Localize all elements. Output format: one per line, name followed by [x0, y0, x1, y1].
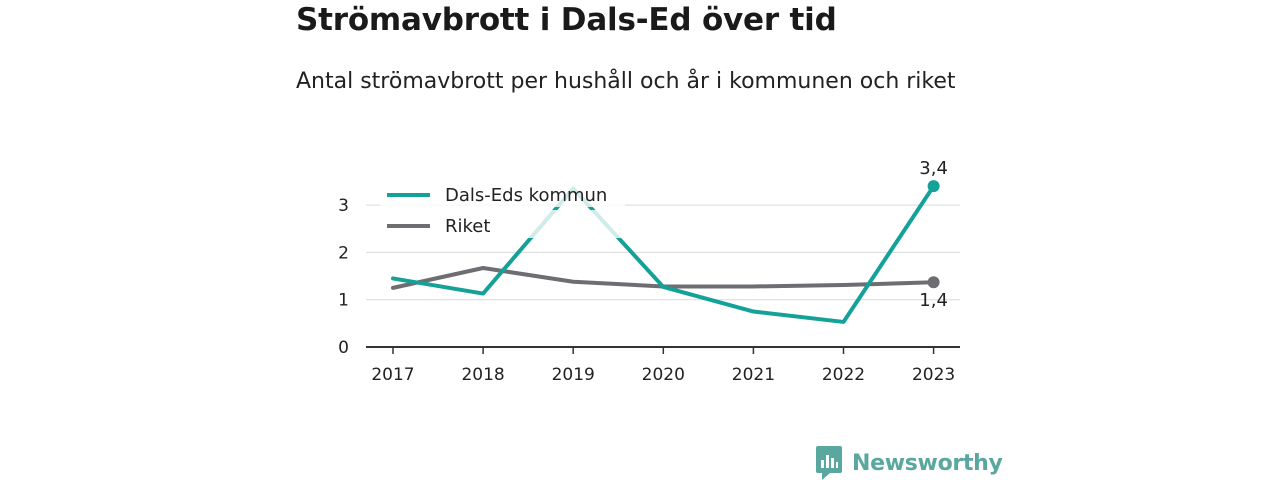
newsworthy-logo-icon — [816, 446, 842, 480]
x-tick-label: 2019 — [552, 365, 595, 385]
x-tick-label: 2018 — [461, 365, 504, 385]
x-tick-label: 2022 — [822, 365, 865, 385]
legend: Dals-Eds kommun Riket — [380, 179, 625, 238]
chart-title: Strömavbrott i Dals-Ed över tid — [296, 2, 837, 38]
legend-label: Riket — [445, 216, 490, 237]
chart-subtitle: Antal strömavbrott per hushåll och år i … — [296, 69, 956, 94]
series-end-point-dals-eds-kommun — [927, 180, 940, 193]
series-line-dals-eds-kommun — [391, 184, 936, 324]
series-lines — [391, 180, 940, 324]
series-end-point-riket — [927, 276, 940, 289]
y-tick-labels: 0 1 2 3 — [338, 196, 349, 358]
x-tick-label: 2023 — [912, 365, 955, 385]
y-tick-label: 3 — [338, 196, 349, 216]
data-labels: 3,4 1,4 — [919, 158, 948, 311]
data-label-riket: 1,4 — [919, 290, 948, 311]
x-tick-labels: 2017 2018 2019 2020 2021 2022 2023 — [371, 347, 955, 385]
y-tick-label: 0 — [338, 338, 349, 358]
y-tick-label: 1 — [338, 291, 349, 311]
x-tick-label: 2017 — [371, 365, 414, 385]
newsworthy-brand: Newsworthy — [816, 446, 1003, 480]
x-tick-label: 2021 — [732, 365, 775, 385]
x-tick-label: 2020 — [642, 365, 685, 385]
brand-name: Newsworthy — [852, 450, 1003, 476]
legend-label: Dals-Eds kommun — [445, 185, 607, 206]
data-label-dals-eds-kommun: 3,4 — [919, 158, 948, 179]
y-tick-label: 2 — [338, 243, 349, 263]
